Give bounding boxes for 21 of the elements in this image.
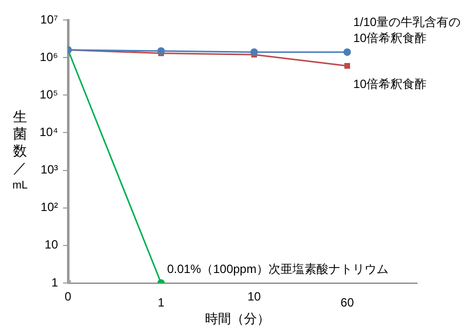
series-label: 1/10量の牛乳含有の10倍希釈食酢 [353,15,461,46]
y-tick-label: 10⁴ [39,125,58,140]
y-tick-label: 1 [51,275,58,290]
y-tick-label: 10² [40,200,58,214]
y-tick-label: 10⁷ [40,12,58,26]
y-axis-title: 生菌数／mL [12,108,28,192]
x-tick-label: 0 [64,289,72,304]
x-axis-title: 時間（分） [205,311,270,326]
y-tick-label: 10⁵ [40,87,58,102]
point [344,63,350,69]
point [157,47,165,55]
point [343,48,351,56]
y-tick-label: 10³ [40,162,58,177]
y-tick-label: 10 [44,238,58,252]
y-tick-label: 10⁶ [40,50,58,64]
x-tick-label: 10 [247,289,262,304]
x-tick-label: 1 [158,295,165,310]
x-tick-label: 60 [340,295,354,310]
series-label: 0.01%（100ppm）次亜塩素酸ナトリウム [167,262,388,276]
series-label: 10倍希釈食酢 [353,76,427,91]
point [250,48,258,56]
